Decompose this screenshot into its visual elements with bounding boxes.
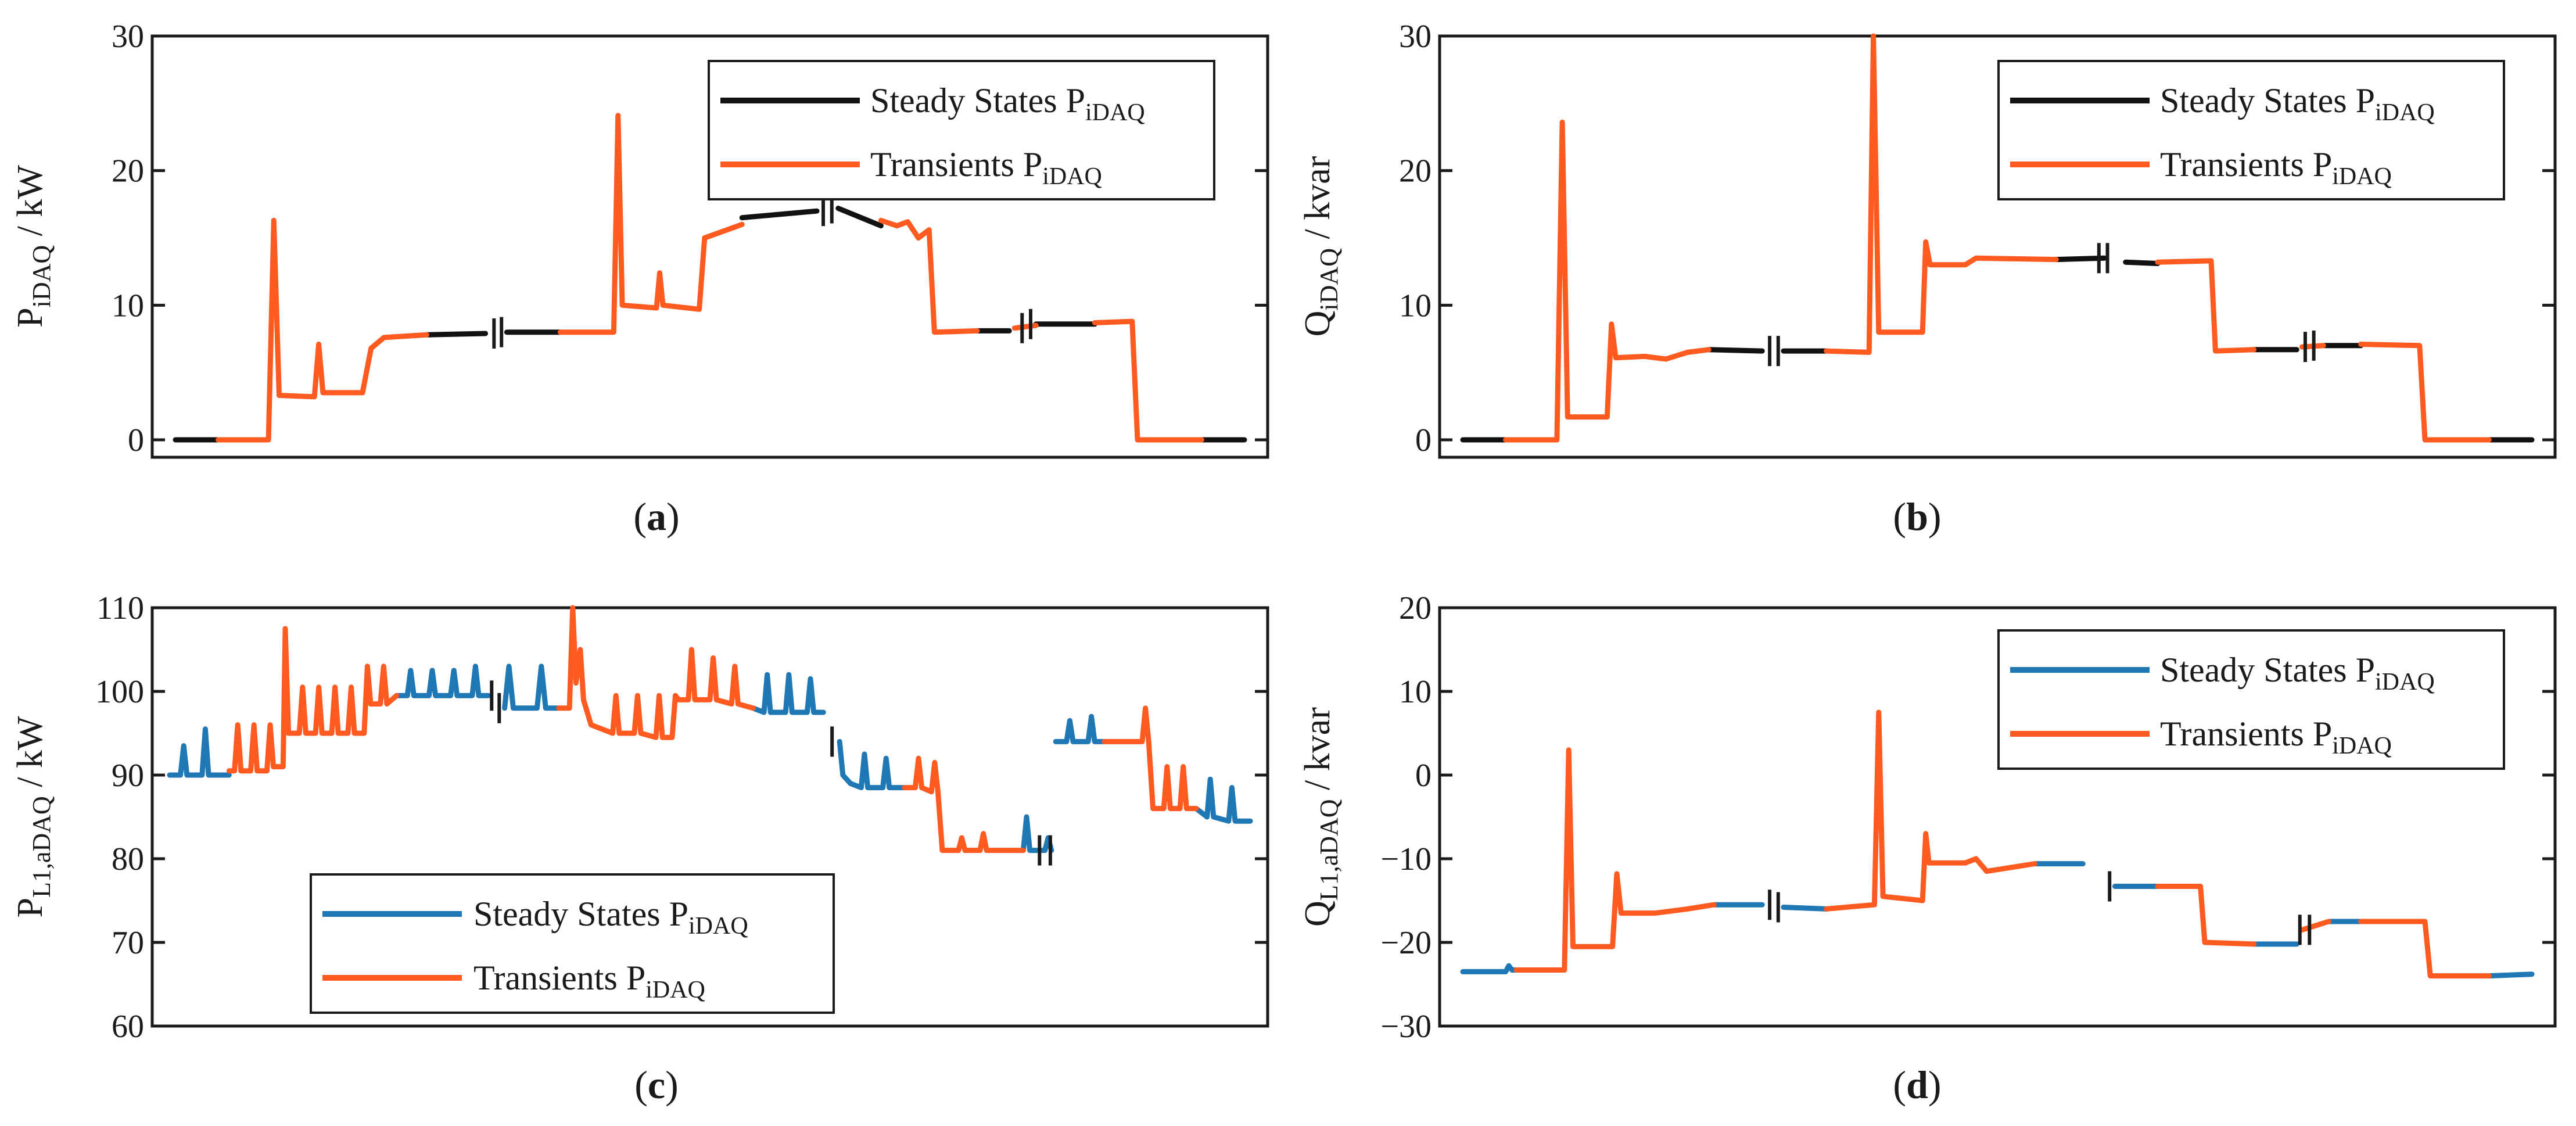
transient-segment-4 [2358,919,2492,979]
steady-state-segment-3 [2053,255,2107,263]
y-tick-label: −10 [1380,841,1431,877]
transient-segment-1 [1824,33,2059,355]
panel-a-legend-label-transient: Transients PiDAQ [870,145,1102,190]
transient-segment-3 [1102,705,1199,812]
panel-b-caption: (b) [1893,494,1941,539]
transient-segment-4 [2358,342,2492,443]
transient-segment-0 [216,217,429,443]
panel-d: −30 −20 −10 0 10 20 QL1,aDAQ / kvar Steady St… [1298,590,2557,1107]
panel-a-axes-frame [150,34,1269,459]
panel-a-ylabel: PiDAQ / kW [10,165,56,328]
y-tick-label: 110 [96,590,144,626]
panel-a-legend-box [708,60,1215,200]
y-tick-label: 20 [112,153,144,189]
panel-d-legend-box [1997,629,2505,770]
steady-state-segment-1 [394,664,491,698]
panel-a-legend-label-steady: Steady States PiDAQ [870,81,1145,126]
y-tick-label: −20 [1380,925,1431,961]
transient-segment-0 [1503,119,1712,443]
panel-d-ylabel: QL1,aDAQ / kvar [1298,707,1343,927]
panel-b-legend-label-steady: Steady States PiDAQ [2160,81,2435,126]
panel-b: 0 10 20 30 QiDAQ / kvar Steady States PiDAQ… [1298,19,2557,539]
steady-state-segment-3 [739,208,820,221]
y-tick-label: 10 [112,288,144,324]
panel-a-yticks: 0 10 20 30 [112,19,1268,458]
panel-d-caption: (d) [1893,1063,1941,1107]
y-tick-label: 30 [1399,19,1431,55]
steady-state-segment-7 [1193,776,1253,824]
steady-state-segment-4 [837,738,907,791]
panel-b-plot [1460,33,2535,443]
transient-segment-0 [226,626,400,774]
y-tick-label: 0 [1415,758,1431,794]
y-tick-label: 100 [95,674,144,710]
panel-c-caption: (c) [634,1063,679,1107]
panel-a-plot [173,113,1247,443]
transient-segment-3 [2299,919,2331,933]
panel-b-axes-frame [1438,34,2557,459]
panel-d-axes-frame [1438,606,2557,1028]
steady-state-segment-2 [502,664,562,711]
panel-a: 0 10 20 30 PiDAQ / kW Steady States PiDAQ T… [10,19,1269,539]
panel-c-legend-label-steady: Steady States PiDAQ [473,895,748,939]
y-tick-label: 90 [112,758,144,794]
y-tick-label: 0 [128,422,144,458]
steady-state-segment-4 [835,206,884,229]
steady-state-segment-7 [2486,971,2535,979]
steady-state-segment-0 [1460,963,1519,974]
panel-a-legend: Steady States PiDAQ Transients PiDAQ [708,60,1215,200]
steady-state-segment-5 [1020,814,1054,854]
panel-c-ylabel: PL1,aDAQ / kW [10,716,56,917]
steady-state-segment-4 [2123,259,2161,266]
panel-d-legend: Steady States PiDAQ Transients PiDAQ [1997,629,2505,770]
transient-segment-3 [1011,322,1039,331]
panel-b-yticks: 0 10 20 30 [1399,19,2555,458]
y-tick-label: 10 [1399,674,1431,710]
panel-d-yticks: −30 −20 −10 0 10 20 [1380,590,2555,1045]
y-tick-label: 20 [1399,590,1431,626]
transient-segment-0 [1513,747,1717,973]
y-tick-label: 30 [112,19,144,55]
panel-b-legend-label-transient: Transients PiDAQ [2160,145,2392,190]
y-tick-label: 0 [1415,422,1431,458]
steady-state-segment-2 [1781,905,1829,912]
steady-state-segment-0 [167,726,232,778]
steady-state-segment-6 [1053,713,1107,744]
y-tick-label: −30 [1380,1009,1431,1045]
transient-segment-1 [1824,709,2037,912]
panel-d-plot [1460,709,2535,979]
y-tick-label: 80 [112,841,144,877]
y-tick-label: 60 [112,1009,144,1045]
panel-d-legend-label-steady: Steady States PiDAQ [2160,651,2435,695]
transient-segment-1 [556,605,756,740]
steady-state-segment-1 [1706,347,1765,354]
panel-c-legend-label-transient: Transients PiDAQ [473,959,705,1003]
panel-c-axes-frame [150,606,1269,1028]
y-tick-label: 20 [1399,153,1431,189]
panel-d-legend-label-transient: Transients PiDAQ [2160,715,2392,759]
panel-b-legend: Steady States PiDAQ Transients PiDAQ [1997,60,2505,200]
panel-c-legend: Steady States PiDAQ Transients PiDAQ [310,873,835,1014]
panel-b-legend-box [1997,60,2505,200]
y-tick-label: 70 [112,925,144,961]
panel-c-plot [167,605,1253,866]
panel-c: 60 70 80 90 100 110 PL1,aDAQ / kW Steady Stat… [10,590,1269,1107]
panel-b-ylabel: QiDAQ / kvar [1298,156,1343,336]
transient-segment-4 [1092,318,1204,443]
steady-state-segment-1 [424,331,489,338]
transient-segment-2 [902,755,1026,854]
panel-c-legend-box [310,873,835,1014]
steady-state-segment-3 [750,672,826,715]
panel-c-yticks: 60 70 80 90 100 110 [95,590,1268,1045]
panel-a-caption: (a) [633,494,679,539]
transient-segment-2 [2155,258,2257,354]
transient-segment-1 [557,113,745,335]
transient-segment-2 [878,217,980,335]
transient-segment-2 [2155,884,2257,947]
y-tick-label: 10 [1399,288,1431,324]
